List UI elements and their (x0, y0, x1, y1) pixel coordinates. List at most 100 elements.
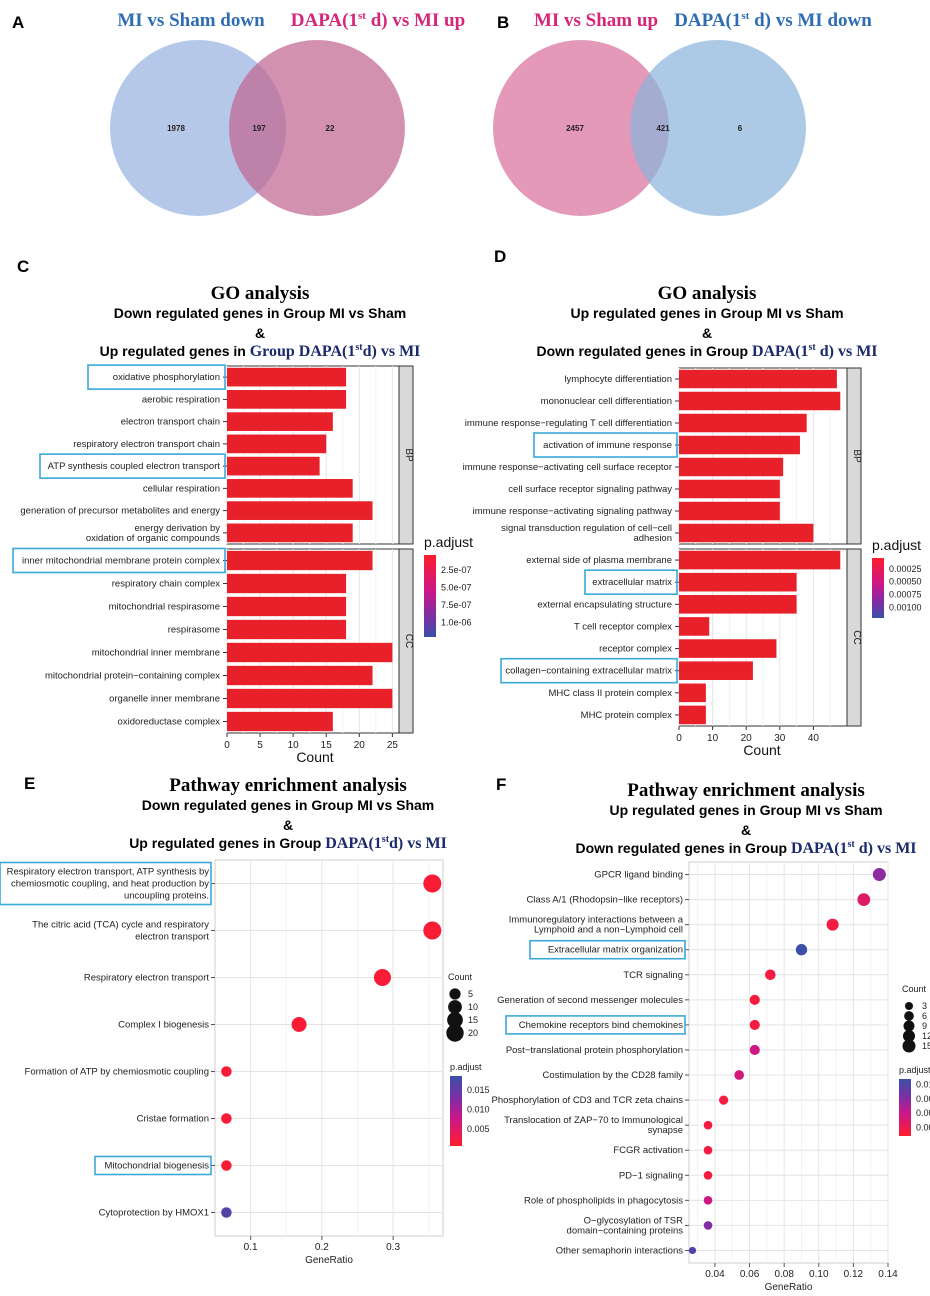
panel-letter-d: D (494, 247, 506, 266)
category-label: Translocation of ZAP−70 to Immunological (504, 1115, 683, 1126)
category-label: generation of precursor metabolites and … (20, 506, 220, 517)
bar (679, 457, 784, 477)
legend-title: p.adjust (872, 537, 921, 553)
bar (227, 711, 333, 732)
category-label: Cristae formation (137, 1114, 209, 1125)
panel-letter-f: F (496, 775, 506, 794)
category-label: activation of immune response (543, 440, 672, 451)
highlight-box (584, 569, 678, 595)
go-bar-chart-c: BP oxidative phosphorylation aerobic respi… (12, 364, 473, 765)
x-tick-label: 0.10 (809, 1269, 829, 1280)
go-bar-chart-d: BP lymphocyte differentiation mononuclear … (463, 367, 922, 758)
legend-colorbar (872, 558, 884, 618)
plot-frame (688, 861, 889, 1264)
bar (227, 501, 373, 520)
facet-strip (846, 548, 862, 727)
data-point (872, 868, 886, 882)
category-label: synapse (648, 1125, 683, 1136)
category-label: cellular respiration (143, 483, 220, 494)
category-label: Class A/1 (Rhodopsin−like receptors) (526, 895, 683, 906)
bar (679, 639, 777, 658)
color-legend-title: p.adjust (450, 1062, 482, 1072)
subtitle-group: DAPA(1 (325, 835, 382, 852)
size-legend: Count 5 10 15 20 (446, 972, 478, 1042)
venn-overlap-count: 421 (656, 124, 670, 133)
bar (227, 665, 373, 686)
data-point (826, 918, 839, 931)
data-point (423, 921, 442, 940)
bar (227, 642, 393, 663)
venn-left-label: MI vs Sham up (534, 10, 658, 31)
size-legend-dot (446, 1024, 464, 1042)
label-part: d) vs MI down (749, 10, 872, 31)
bar (227, 688, 393, 709)
panel-letter-a: A (12, 13, 24, 32)
subtitle-post: d) vs MI (855, 840, 917, 857)
category-label: collagen−containing extracellular matrix (505, 666, 672, 677)
data-point (795, 944, 808, 956)
chart-title: GO analysis (211, 283, 310, 304)
subtitle-part: Down regulated genes in Group (575, 840, 790, 856)
size-legend-label: 3 (922, 1001, 927, 1011)
label-part: d) vs MI up (366, 10, 465, 31)
data-point (857, 893, 871, 906)
category-label: oxidation of organic compounds (86, 533, 220, 544)
category-label: Post−translational protein phosphorylati… (506, 1045, 683, 1056)
venn-right-label: DAPA(1st d) vs MI down (674, 10, 872, 31)
data-point (291, 1017, 307, 1032)
x-axis-title: Count (743, 742, 780, 758)
category-label: oxidative phosphorylation (113, 372, 220, 383)
size-legend-label: 15 (922, 1041, 930, 1051)
category-label: Costimulation by the CD28 family (543, 1070, 684, 1081)
chart-subtitle-2: Down regulated genes in Group DAPA(1st d… (536, 342, 877, 360)
category-label: Cytoprotection by HMOX1 (99, 1208, 209, 1219)
legend-colorbar (424, 555, 436, 637)
size-legend-label: 10 (468, 1002, 478, 1012)
category-label: adhesion (633, 533, 672, 544)
bar (227, 434, 327, 454)
x-tick-label: 30 (774, 733, 786, 744)
subtitle-sup: st (809, 342, 817, 353)
venn-left-label: MI vs Sham down (117, 10, 265, 31)
bar (227, 596, 347, 617)
bar (227, 619, 347, 640)
venn-a: MI vs Sham down DAPA(1st d) vs MI up 1978 1… (110, 10, 465, 216)
highlight-box (94, 1155, 212, 1176)
category-label: receptor complex (599, 644, 672, 655)
pathway-dot-chart-f: GPCR ligand binding Class A/1 (Rhodopsin−… (491, 861, 930, 1293)
category-label: inner mitochondrial membrane protein com… (22, 556, 220, 567)
legend-colorbar (899, 1079, 911, 1136)
legend-label: 7.5e-07 (441, 600, 472, 610)
highlight-box (533, 432, 678, 458)
bar (679, 595, 797, 614)
category-label: TCR signaling (623, 970, 683, 981)
chart-subtitle: Up regulated genes in Group MI vs Sham (609, 802, 882, 818)
bar (679, 572, 797, 592)
category-label: Mitochondrial biogenesis (104, 1161, 209, 1172)
x-tick-label: 0.06 (740, 1269, 760, 1280)
legend-label: 2.5e-07 (441, 565, 472, 575)
category-label: uncoupling proteins. (124, 891, 209, 902)
x-tick-label: 0 (676, 733, 682, 744)
size-legend-label: 15 (468, 1015, 478, 1025)
data-point (703, 1196, 713, 1205)
subtitle-sup: st (382, 834, 390, 845)
category-label: Respiratory electron transport (84, 973, 209, 984)
category-label: Immunoregulatory interactions between a (509, 915, 684, 926)
color-legend-label: 0.015 (467, 1085, 490, 1095)
x-tick-label: 25 (387, 740, 399, 751)
highlight-box (529, 939, 686, 960)
chart-subtitle: Down regulated genes in Group MI vs Sham (142, 797, 435, 813)
data-point (734, 1070, 745, 1080)
bar (679, 501, 780, 521)
data-point (688, 1246, 697, 1255)
panel-letter-b: B (497, 13, 509, 32)
bar (227, 573, 347, 594)
color-legend-label: 0.0025 (916, 1122, 930, 1132)
label-sup: st (741, 10, 749, 22)
highlight-box (39, 453, 226, 479)
category-label: GPCR ligand binding (594, 870, 683, 881)
subtitle-part: Down regulated genes in Group (536, 343, 751, 359)
